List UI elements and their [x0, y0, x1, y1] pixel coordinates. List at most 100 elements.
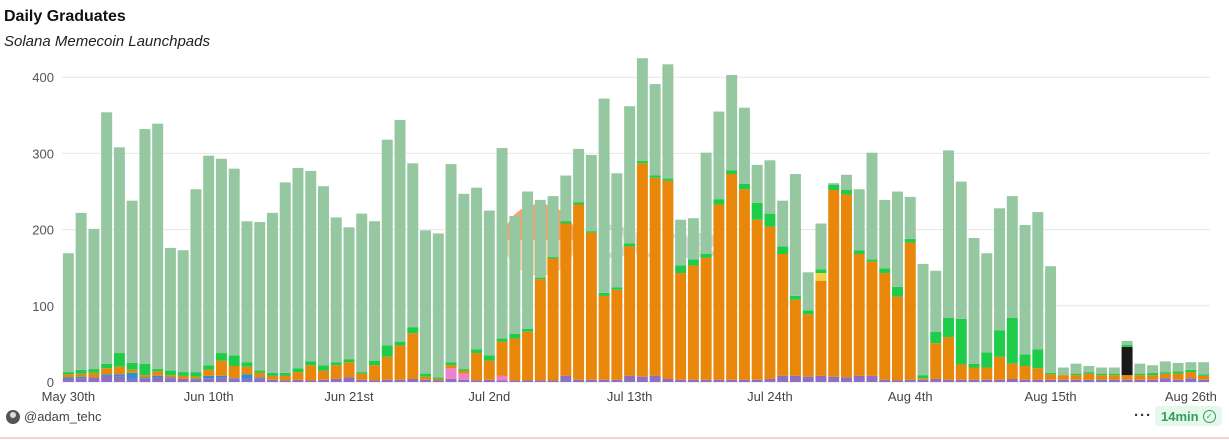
- bar-segment-purple[interactable]: [802, 376, 814, 382]
- bar-segment-purple[interactable]: [853, 375, 865, 382]
- bar-segment-purple[interactable]: [547, 380, 559, 382]
- bar-segment-purple[interactable]: [1045, 379, 1057, 382]
- bar-segment-blue[interactable]: [75, 376, 87, 379]
- bar-segment-pump[interactable]: [113, 147, 125, 354]
- bar-segment-blue[interactable]: [152, 375, 164, 378]
- bar-segment-moonshot[interactable]: [1134, 375, 1146, 380]
- bar-segment-pump[interactable]: [955, 181, 967, 319]
- bar-segment-bright[interactable]: [113, 353, 125, 367]
- bar-segment-purple[interactable]: [292, 379, 304, 382]
- bar-segment-blue[interactable]: [139, 377, 151, 379]
- bar-segment-moonshot[interactable]: [777, 254, 789, 376]
- bar-segment-bright[interactable]: [1083, 372, 1095, 374]
- bar-segment-purple[interactable]: [1134, 379, 1146, 382]
- bar-segment-pump[interactable]: [636, 58, 648, 162]
- bar-segment-moonshot[interactable]: [649, 177, 661, 376]
- bar-segment-pump[interactable]: [624, 106, 636, 244]
- bar-segment-pump[interactable]: [815, 223, 827, 270]
- bar-segment-bright[interactable]: [700, 254, 712, 258]
- bar-segment-purple[interactable]: [75, 378, 87, 382]
- bar-segment-bright[interactable]: [420, 373, 432, 377]
- bar-segment-purple[interactable]: [534, 380, 546, 382]
- bar-segment-moonshot[interactable]: [292, 372, 304, 380]
- bar-segment-blue[interactable]: [203, 375, 215, 379]
- bar-segment-pump[interactable]: [279, 182, 291, 373]
- bar-segment-moonshot[interactable]: [420, 376, 432, 380]
- bar-segment-purple[interactable]: [917, 379, 929, 382]
- bar-segment-bright[interactable]: [840, 190, 852, 195]
- bar-segment-moonshot[interactable]: [228, 366, 240, 379]
- bar-segment-purple[interactable]: [190, 379, 202, 382]
- bar-segment-pump[interactable]: [866, 152, 878, 260]
- bar-segment-moonshot[interactable]: [981, 367, 993, 380]
- bar-segment-pump[interactable]: [917, 263, 929, 376]
- bar-segment-moonshot[interactable]: [113, 366, 125, 375]
- bar-segment-moonshot[interactable]: [241, 366, 253, 375]
- bar-segment-bright[interactable]: [1096, 373, 1108, 376]
- bar-segment-moonshot[interactable]: [853, 254, 865, 376]
- bar-segment-pump[interactable]: [892, 191, 903, 287]
- bar-segment-pump[interactable]: [292, 167, 304, 369]
- bar-segment-bright[interactable]: [330, 362, 342, 366]
- bar-segment-bright[interactable]: [892, 286, 903, 297]
- bar-segment-bright[interactable]: [343, 359, 355, 363]
- bar-segment-bright[interactable]: [573, 202, 585, 205]
- bar-segment-pump[interactable]: [356, 213, 368, 373]
- bar-segment-moonshot[interactable]: [356, 373, 368, 380]
- bar-segment-pump[interactable]: [496, 148, 508, 339]
- bar-segment-pump[interactable]: [471, 187, 483, 350]
- bar-segment-purple[interactable]: [1159, 378, 1171, 382]
- bar-segment-bright[interactable]: [866, 259, 878, 262]
- bar-segment-moonshot[interactable]: [1172, 373, 1184, 380]
- bar-segment-bright[interactable]: [164, 370, 176, 376]
- bar-segment-moonshot[interactable]: [713, 204, 725, 380]
- bar-segment-purple[interactable]: [420, 379, 432, 382]
- bar-segment-purple[interactable]: [815, 375, 827, 382]
- bar-segment-purple[interactable]: [1019, 379, 1031, 382]
- bar-segment-purple[interactable]: [1147, 379, 1159, 382]
- bar-segment-pump[interactable]: [943, 150, 954, 318]
- bar-segment-moonshot[interactable]: [802, 314, 814, 377]
- bar-segment-moonshot[interactable]: [318, 370, 329, 380]
- bar-segment-pump[interactable]: [930, 270, 942, 332]
- bar-segment-moonshot[interactable]: [1121, 375, 1133, 380]
- bar-segment-purple[interactable]: [1070, 379, 1082, 382]
- bar-segment-purple[interactable]: [1198, 379, 1210, 382]
- bar-segment-bright[interactable]: [943, 318, 954, 338]
- bar-segment-moonshot[interactable]: [483, 360, 495, 380]
- bar-segment-pump[interactable]: [726, 74, 738, 171]
- bar-segment-purple[interactable]: [394, 379, 406, 382]
- bar-segment-moonshot[interactable]: [88, 372, 100, 378]
- bar-segment-purple[interactable]: [981, 379, 993, 382]
- bar-segment-moonshot[interactable]: [1006, 363, 1018, 379]
- bar-segment-purple[interactable]: [215, 377, 227, 382]
- bar-segment-purple[interactable]: [126, 378, 138, 382]
- bar-segment-purple[interactable]: [764, 378, 776, 382]
- bar-segment-moonshot[interactable]: [675, 273, 687, 380]
- bar-segment-pump[interactable]: [1134, 363, 1146, 374]
- bar-segment-purple[interactable]: [700, 379, 712, 382]
- bar-segment-purple[interactable]: [318, 379, 329, 382]
- bar-segment-bright[interactable]: [203, 365, 215, 370]
- bar-segment-purple[interactable]: [738, 379, 750, 382]
- bar-segment-purple[interactable]: [241, 378, 253, 382]
- bar-segment-bright[interactable]: [560, 221, 572, 224]
- bar-segment-moonshot[interactable]: [445, 365, 457, 369]
- bar-segment-moonshot[interactable]: [1057, 375, 1069, 380]
- bar-segment-pump[interactable]: [190, 189, 202, 373]
- bar-segment-pump[interactable]: [1096, 367, 1108, 374]
- bar-segment-bright[interactable]: [726, 170, 738, 174]
- bar-segment-purple[interactable]: [445, 378, 457, 382]
- bar-segment-purple[interactable]: [369, 380, 380, 382]
- bar-segment-purple[interactable]: [471, 380, 483, 382]
- bar-segment-purple[interactable]: [955, 379, 967, 382]
- bar-segment-moonshot[interactable]: [330, 365, 342, 379]
- bar-segment-moonshot[interactable]: [611, 289, 623, 380]
- bar-segment-bright[interactable]: [547, 257, 559, 259]
- bar-segment-purple[interactable]: [432, 380, 444, 382]
- bar-segment-pump[interactable]: [1108, 367, 1120, 374]
- bar-segment-pump[interactable]: [62, 253, 74, 373]
- bar-segment-moonshot[interactable]: [75, 373, 87, 377]
- bar-segment-bright[interactable]: [930, 331, 942, 344]
- bar-segment-yellow[interactable]: [815, 273, 827, 281]
